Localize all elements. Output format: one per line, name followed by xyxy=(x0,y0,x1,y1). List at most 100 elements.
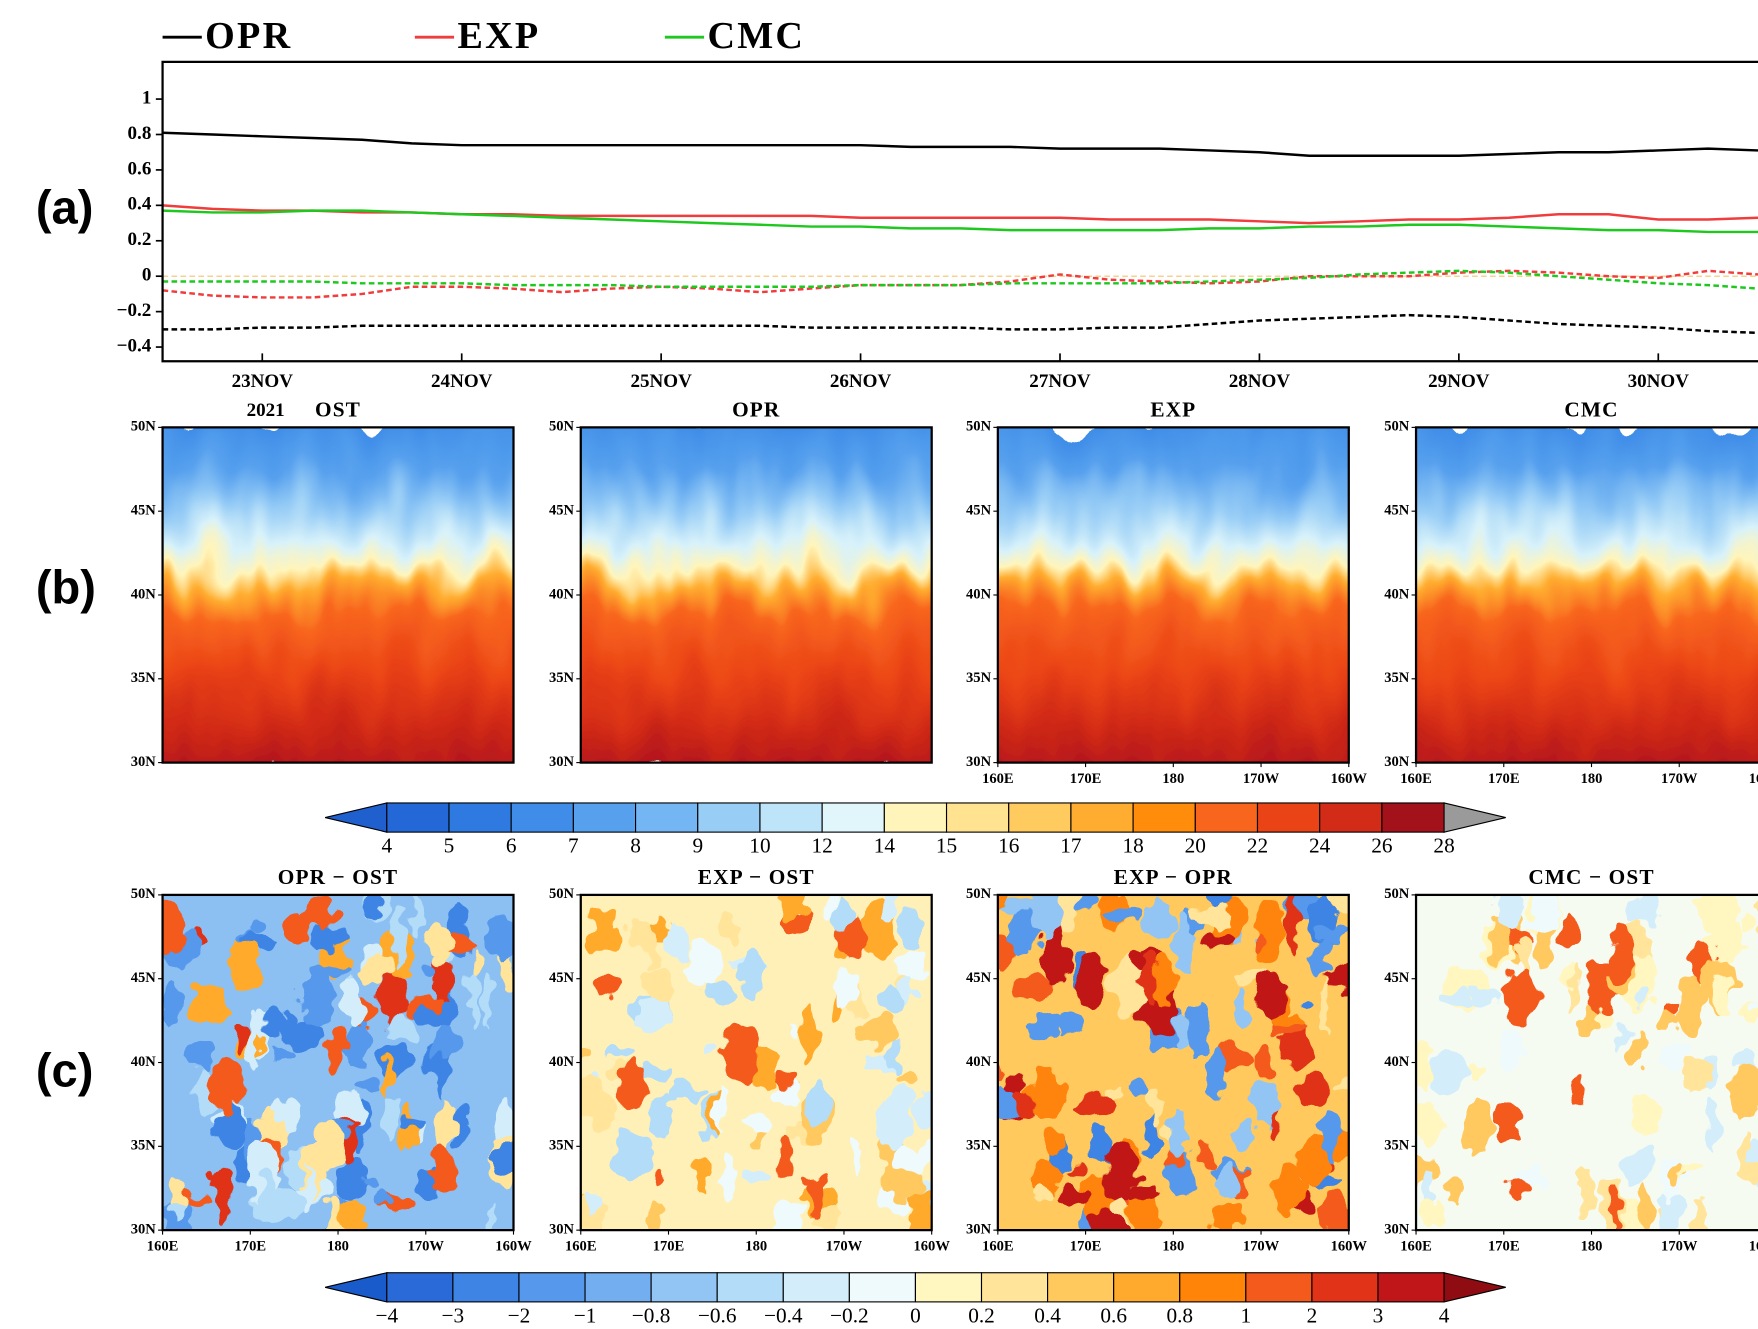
anom-blob xyxy=(354,1077,385,1094)
lat-tick-label: 35N xyxy=(549,670,575,686)
anom-blob xyxy=(1468,985,1502,1007)
map-field xyxy=(997,894,1349,1231)
line-series xyxy=(162,204,1758,225)
anom-blob xyxy=(1573,1075,1583,1110)
anom-blob xyxy=(807,1176,825,1216)
anom-blob xyxy=(1710,977,1735,1016)
anom-blob xyxy=(1489,916,1510,970)
anom-blob xyxy=(1525,914,1551,927)
anom-blob xyxy=(1299,1075,1331,1108)
anom-blob xyxy=(630,918,656,950)
anom-blob xyxy=(1029,894,1063,934)
cbar-box xyxy=(697,802,761,833)
anom-blob xyxy=(309,927,345,953)
anom-blob xyxy=(997,1093,1021,1119)
lon-tick-label: 180 xyxy=(1581,1238,1603,1254)
anom-blobs xyxy=(1416,894,1758,1231)
anom-blob xyxy=(890,1085,913,1130)
anom-blob xyxy=(1109,956,1150,1016)
anom-blob xyxy=(398,1116,421,1129)
anom-blob xyxy=(1319,979,1330,1033)
cbar-box xyxy=(1070,802,1134,833)
anom-blob xyxy=(360,1177,380,1189)
cbar-box xyxy=(1256,802,1321,833)
cbar-box xyxy=(1008,802,1072,833)
anom-blob xyxy=(1657,1187,1685,1231)
anom-blob xyxy=(326,1196,342,1231)
anom-blob xyxy=(1102,907,1142,921)
anom-blob xyxy=(227,937,262,993)
map-field xyxy=(162,894,514,1231)
map-title: OPR − OST xyxy=(278,865,398,889)
anom-blob xyxy=(1634,982,1652,1004)
legend-label: OPR xyxy=(205,15,292,57)
anom-blob xyxy=(1283,894,1299,951)
lon-tick-label: 160W xyxy=(1331,771,1368,787)
anom-blob xyxy=(490,1144,514,1174)
anom-blob xyxy=(337,1156,366,1203)
cbar-label: −1 xyxy=(574,1303,597,1327)
anom-blob xyxy=(1326,894,1349,912)
anom-blob xyxy=(499,950,514,991)
map-field xyxy=(580,427,932,763)
anom-blob xyxy=(271,1048,296,1063)
anom-blob xyxy=(1102,1142,1140,1203)
anom-blob xyxy=(279,1007,296,1035)
sst-field xyxy=(997,427,1349,763)
anom-blob xyxy=(299,896,338,930)
cbar-box xyxy=(1319,802,1383,833)
cbar-label: −0.2 xyxy=(830,1303,869,1327)
anom-blob xyxy=(724,1026,765,1086)
anom-blob xyxy=(1579,1171,1596,1215)
anom-blob xyxy=(1087,1210,1124,1231)
lat-tick-label: 30N xyxy=(1384,1221,1410,1237)
anom-blob xyxy=(743,1113,770,1134)
anom-blob xyxy=(468,969,479,1001)
cbar-box xyxy=(518,1272,586,1303)
anom-blob xyxy=(1560,913,1578,945)
anom-blob xyxy=(779,894,806,926)
anom-blob xyxy=(1128,1079,1151,1097)
anom-blob xyxy=(467,951,481,974)
anom-blob xyxy=(605,1045,634,1058)
anom-blob xyxy=(587,1094,618,1128)
cbar-label: 14 xyxy=(874,834,896,858)
anom-blob xyxy=(1008,909,1038,956)
anom-blob xyxy=(431,1144,455,1193)
map-field xyxy=(997,427,1349,763)
anom-blob xyxy=(436,1099,454,1150)
cbar-box xyxy=(848,1272,916,1303)
cbar-label: 28 xyxy=(1433,834,1454,858)
anom-blob xyxy=(246,917,262,934)
line-series xyxy=(162,131,1758,157)
anom-blob xyxy=(1206,894,1232,908)
anom-blob xyxy=(1146,1085,1164,1124)
x-tick-label: 28NOV xyxy=(1229,371,1291,392)
map-field xyxy=(162,427,514,763)
anom-blob xyxy=(1025,1014,1062,1037)
cbar-arrow-high xyxy=(1443,1272,1506,1303)
map-title: EXP − OST xyxy=(698,865,815,889)
anom-blob xyxy=(997,1054,1005,1085)
lon-tick-label: 160W xyxy=(1749,1238,1758,1254)
anom-blob xyxy=(303,1164,316,1214)
anom-blob xyxy=(1249,1081,1280,1126)
anom-blob xyxy=(778,1133,793,1179)
anom-blob xyxy=(701,981,735,1004)
anom-blob xyxy=(776,1081,801,1108)
y-tick-label: −0.4 xyxy=(117,335,152,356)
cbar-label: 1 xyxy=(1241,1303,1252,1327)
y-tick-label: 0.2 xyxy=(128,229,152,250)
anom-blob xyxy=(1684,1056,1711,1096)
anom-blob xyxy=(1030,1183,1051,1202)
lat-tick-label: 30N xyxy=(549,754,575,770)
anom-blob xyxy=(1144,896,1175,940)
anom-blob xyxy=(1617,1021,1627,1048)
anom-blob xyxy=(1012,976,1052,1000)
anom-blob xyxy=(374,1191,390,1206)
cbar-label: 15 xyxy=(936,834,957,858)
anom-blob xyxy=(822,894,839,922)
anom-blob xyxy=(1077,1094,1118,1115)
cbar-box xyxy=(716,1272,784,1303)
cbar-label: 6 xyxy=(506,834,517,858)
